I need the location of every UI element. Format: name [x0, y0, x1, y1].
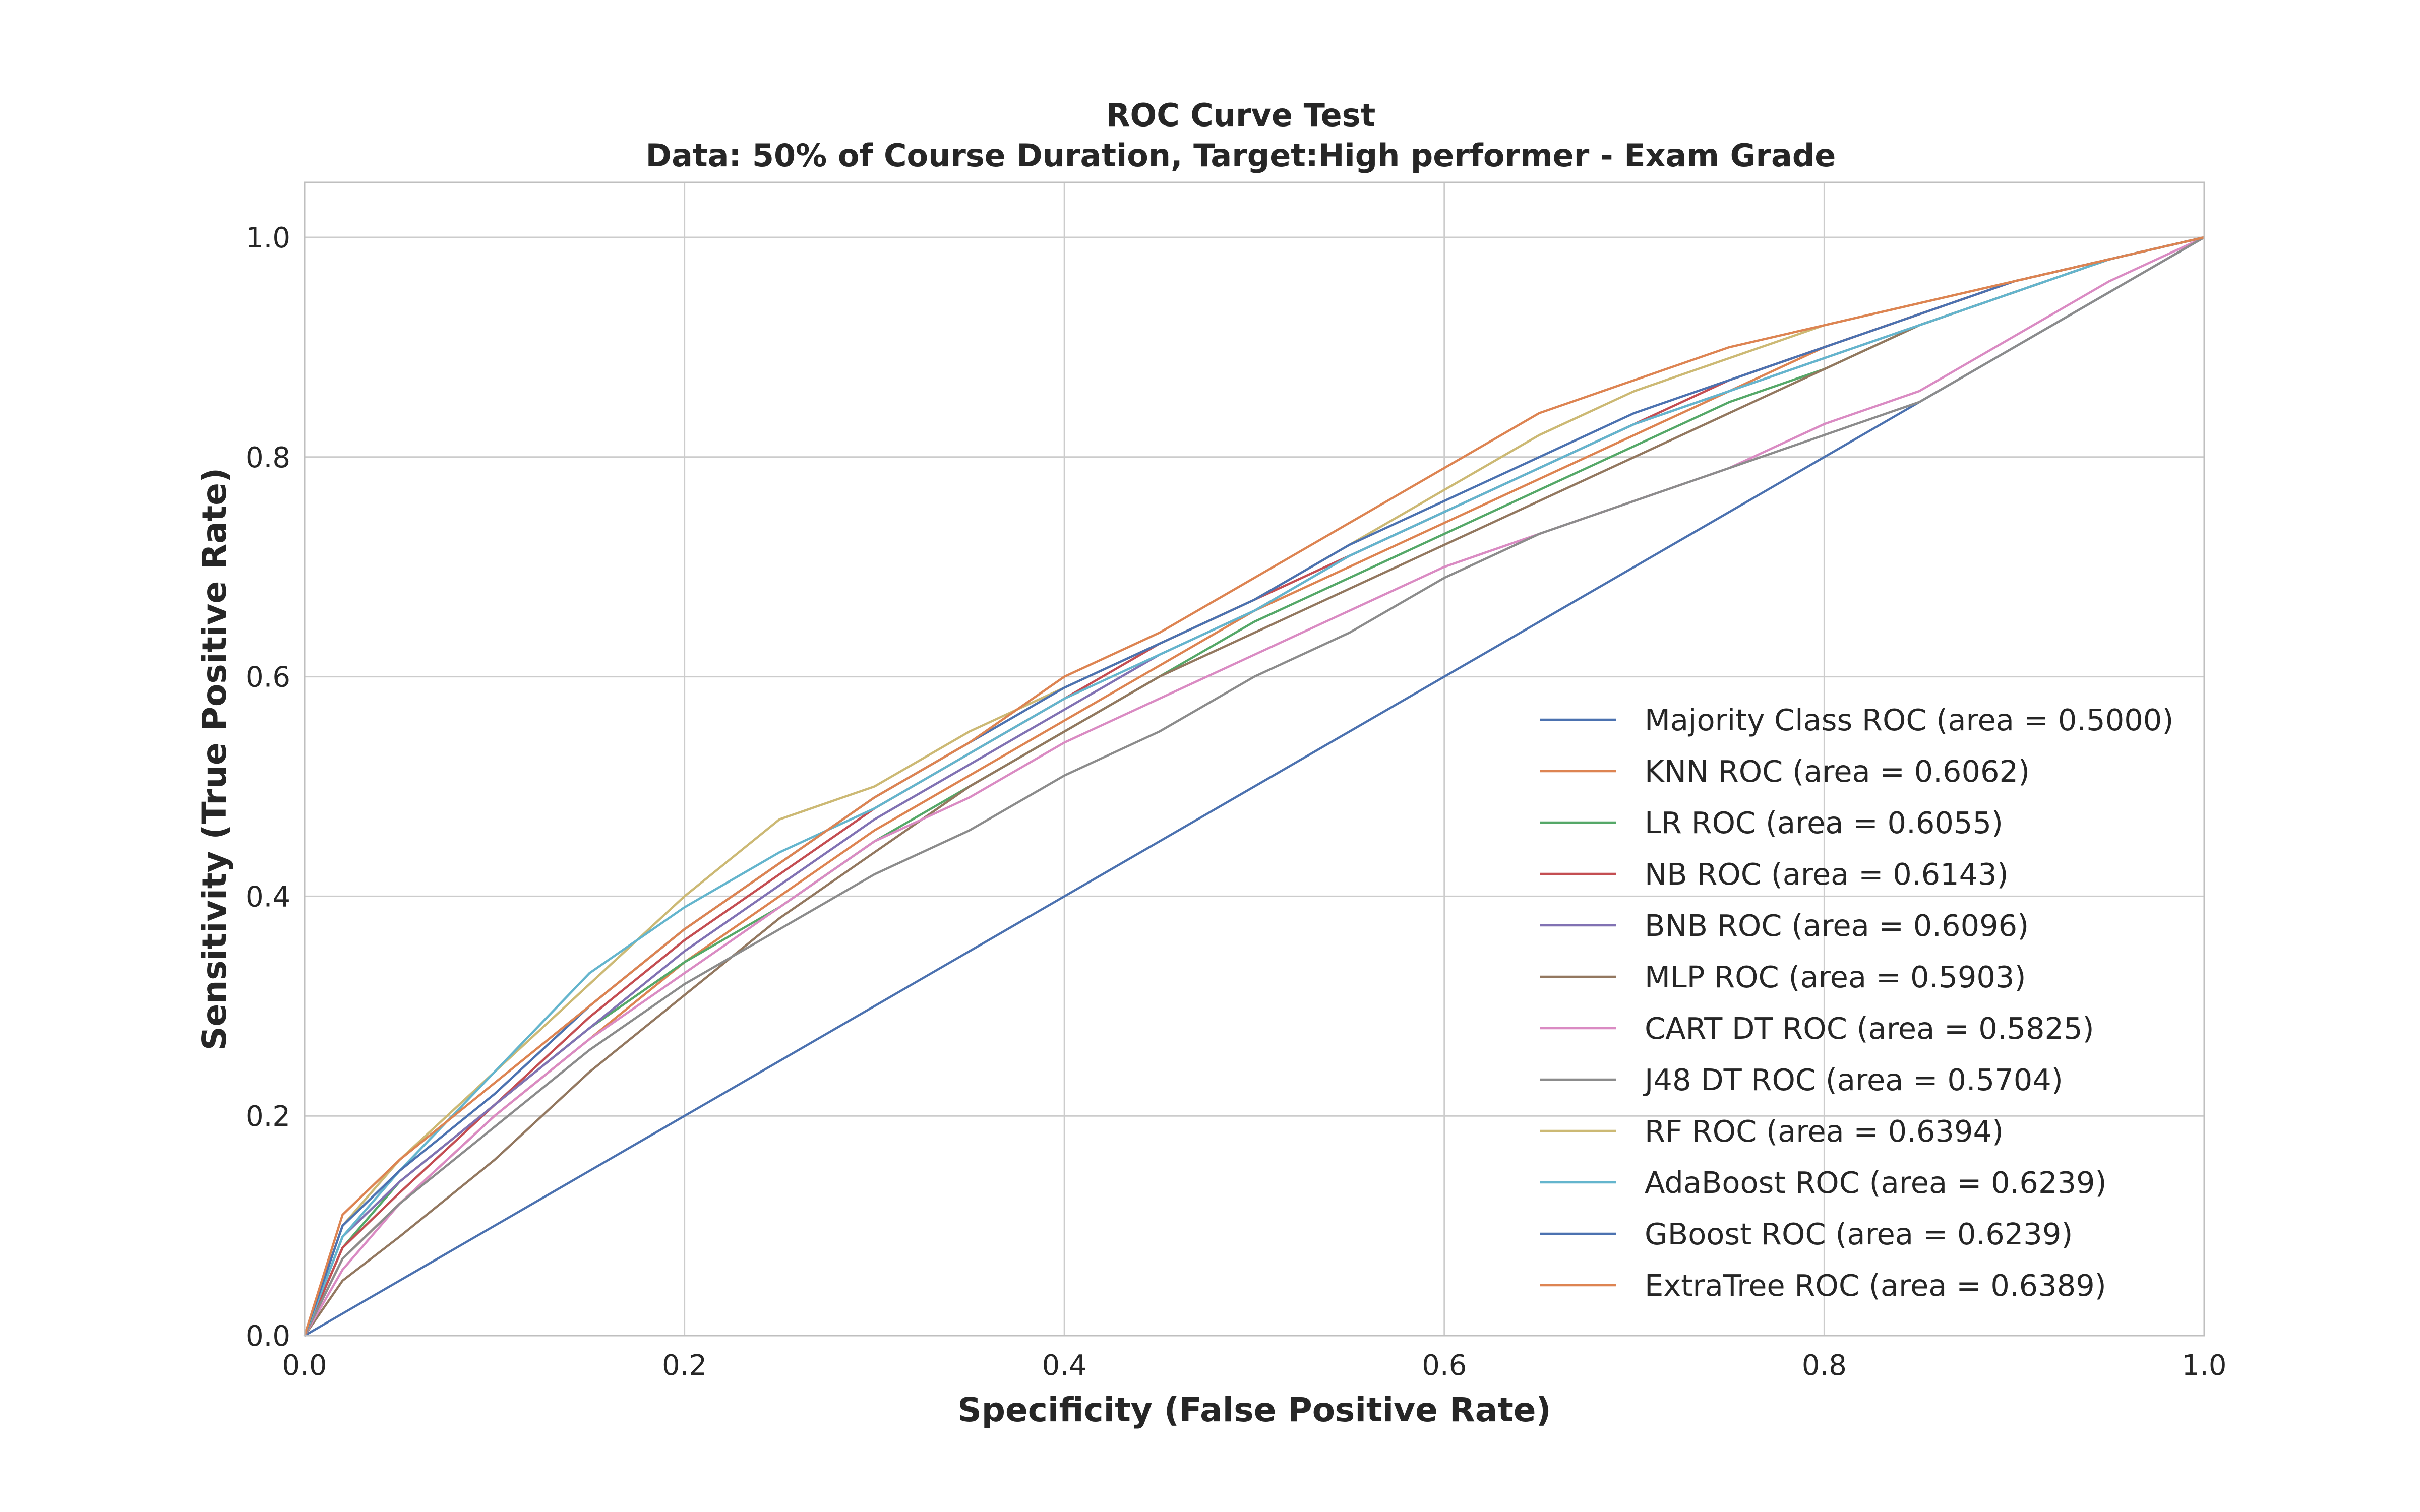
legend-label-7: J48 DT ROC (area = 0.5704) — [1643, 1062, 2063, 1097]
legend: Majority Class ROC (area = 0.5000) KNN RO… — [1540, 703, 2173, 1303]
x-tick-label: 0.6 — [1422, 1349, 1467, 1382]
y-axis-label: Sensitivity (True Positive Rate) — [195, 468, 234, 1050]
series-line-0 — [304, 236, 2205, 1337]
x-tick-label: 0.4 — [1042, 1349, 1087, 1382]
chart-title-line1: ROC Curve Test — [1106, 97, 1375, 134]
chart-title-line2: Data: 50% of Course Duration, Target:Hig… — [646, 137, 1836, 174]
x-tick-label: 0.8 — [1802, 1349, 1847, 1382]
legend-label-5: MLP ROC (area = 0.5903) — [1645, 960, 2026, 994]
x-tick-label: 0.0 — [282, 1349, 327, 1382]
legend-label-10: GBoost ROC (area = 0.6239) — [1645, 1217, 2073, 1251]
legend-label-0: Majority Class ROC (area = 0.5000) — [1645, 703, 2173, 737]
legend-label-9: AdaBoost ROC (area = 0.6239) — [1645, 1165, 2107, 1200]
x-tick-label: 1.0 — [2182, 1349, 2226, 1382]
series-line-5 — [304, 236, 2205, 1337]
series-line-6 — [304, 236, 2205, 1337]
plot-frame — [304, 181, 2205, 1337]
y-tick-label: 0.0 — [246, 1320, 290, 1353]
legend-label-11: ExtraTree ROC (area = 0.6389) — [1645, 1268, 2106, 1303]
legend-label-6: CART DT ROC (area = 0.5825) — [1645, 1011, 2094, 1046]
legend-label-3: NB ROC (area = 0.6143) — [1645, 857, 2009, 892]
legend-label-8: RF ROC (area = 0.6394) — [1645, 1114, 2004, 1149]
y-tick-label: 0.8 — [246, 442, 290, 474]
y-tick-label: 0.4 — [246, 880, 290, 913]
series-lines — [303, 236, 2205, 1337]
x-tick-label: 0.2 — [662, 1349, 707, 1382]
y-tick-label: 0.2 — [246, 1100, 290, 1133]
series-line-7 — [303, 236, 2205, 1336]
series-line-10 — [303, 236, 2205, 1336]
legend-label-1: KNN ROC (area = 0.6062) — [1645, 754, 2030, 789]
series-line-9 — [303, 236, 2205, 1336]
legend-label-4: BNB ROC (area = 0.6096) — [1645, 908, 2029, 943]
tick-labels: 0.0 0.2 0.4 0.6 0.8 1.0 0.0 0.2 0.4 0.6 0.8 1.0 — [246, 222, 2227, 1382]
series-line-11 — [303, 236, 2205, 1336]
x-axis-label: Specificity (False Positive Rate) — [957, 1391, 1551, 1429]
y-tick-label: 0.6 — [246, 661, 290, 694]
y-tick-label: 1.0 — [246, 222, 290, 255]
legend-label-2: LR ROC (area = 0.6055) — [1645, 805, 2003, 840]
